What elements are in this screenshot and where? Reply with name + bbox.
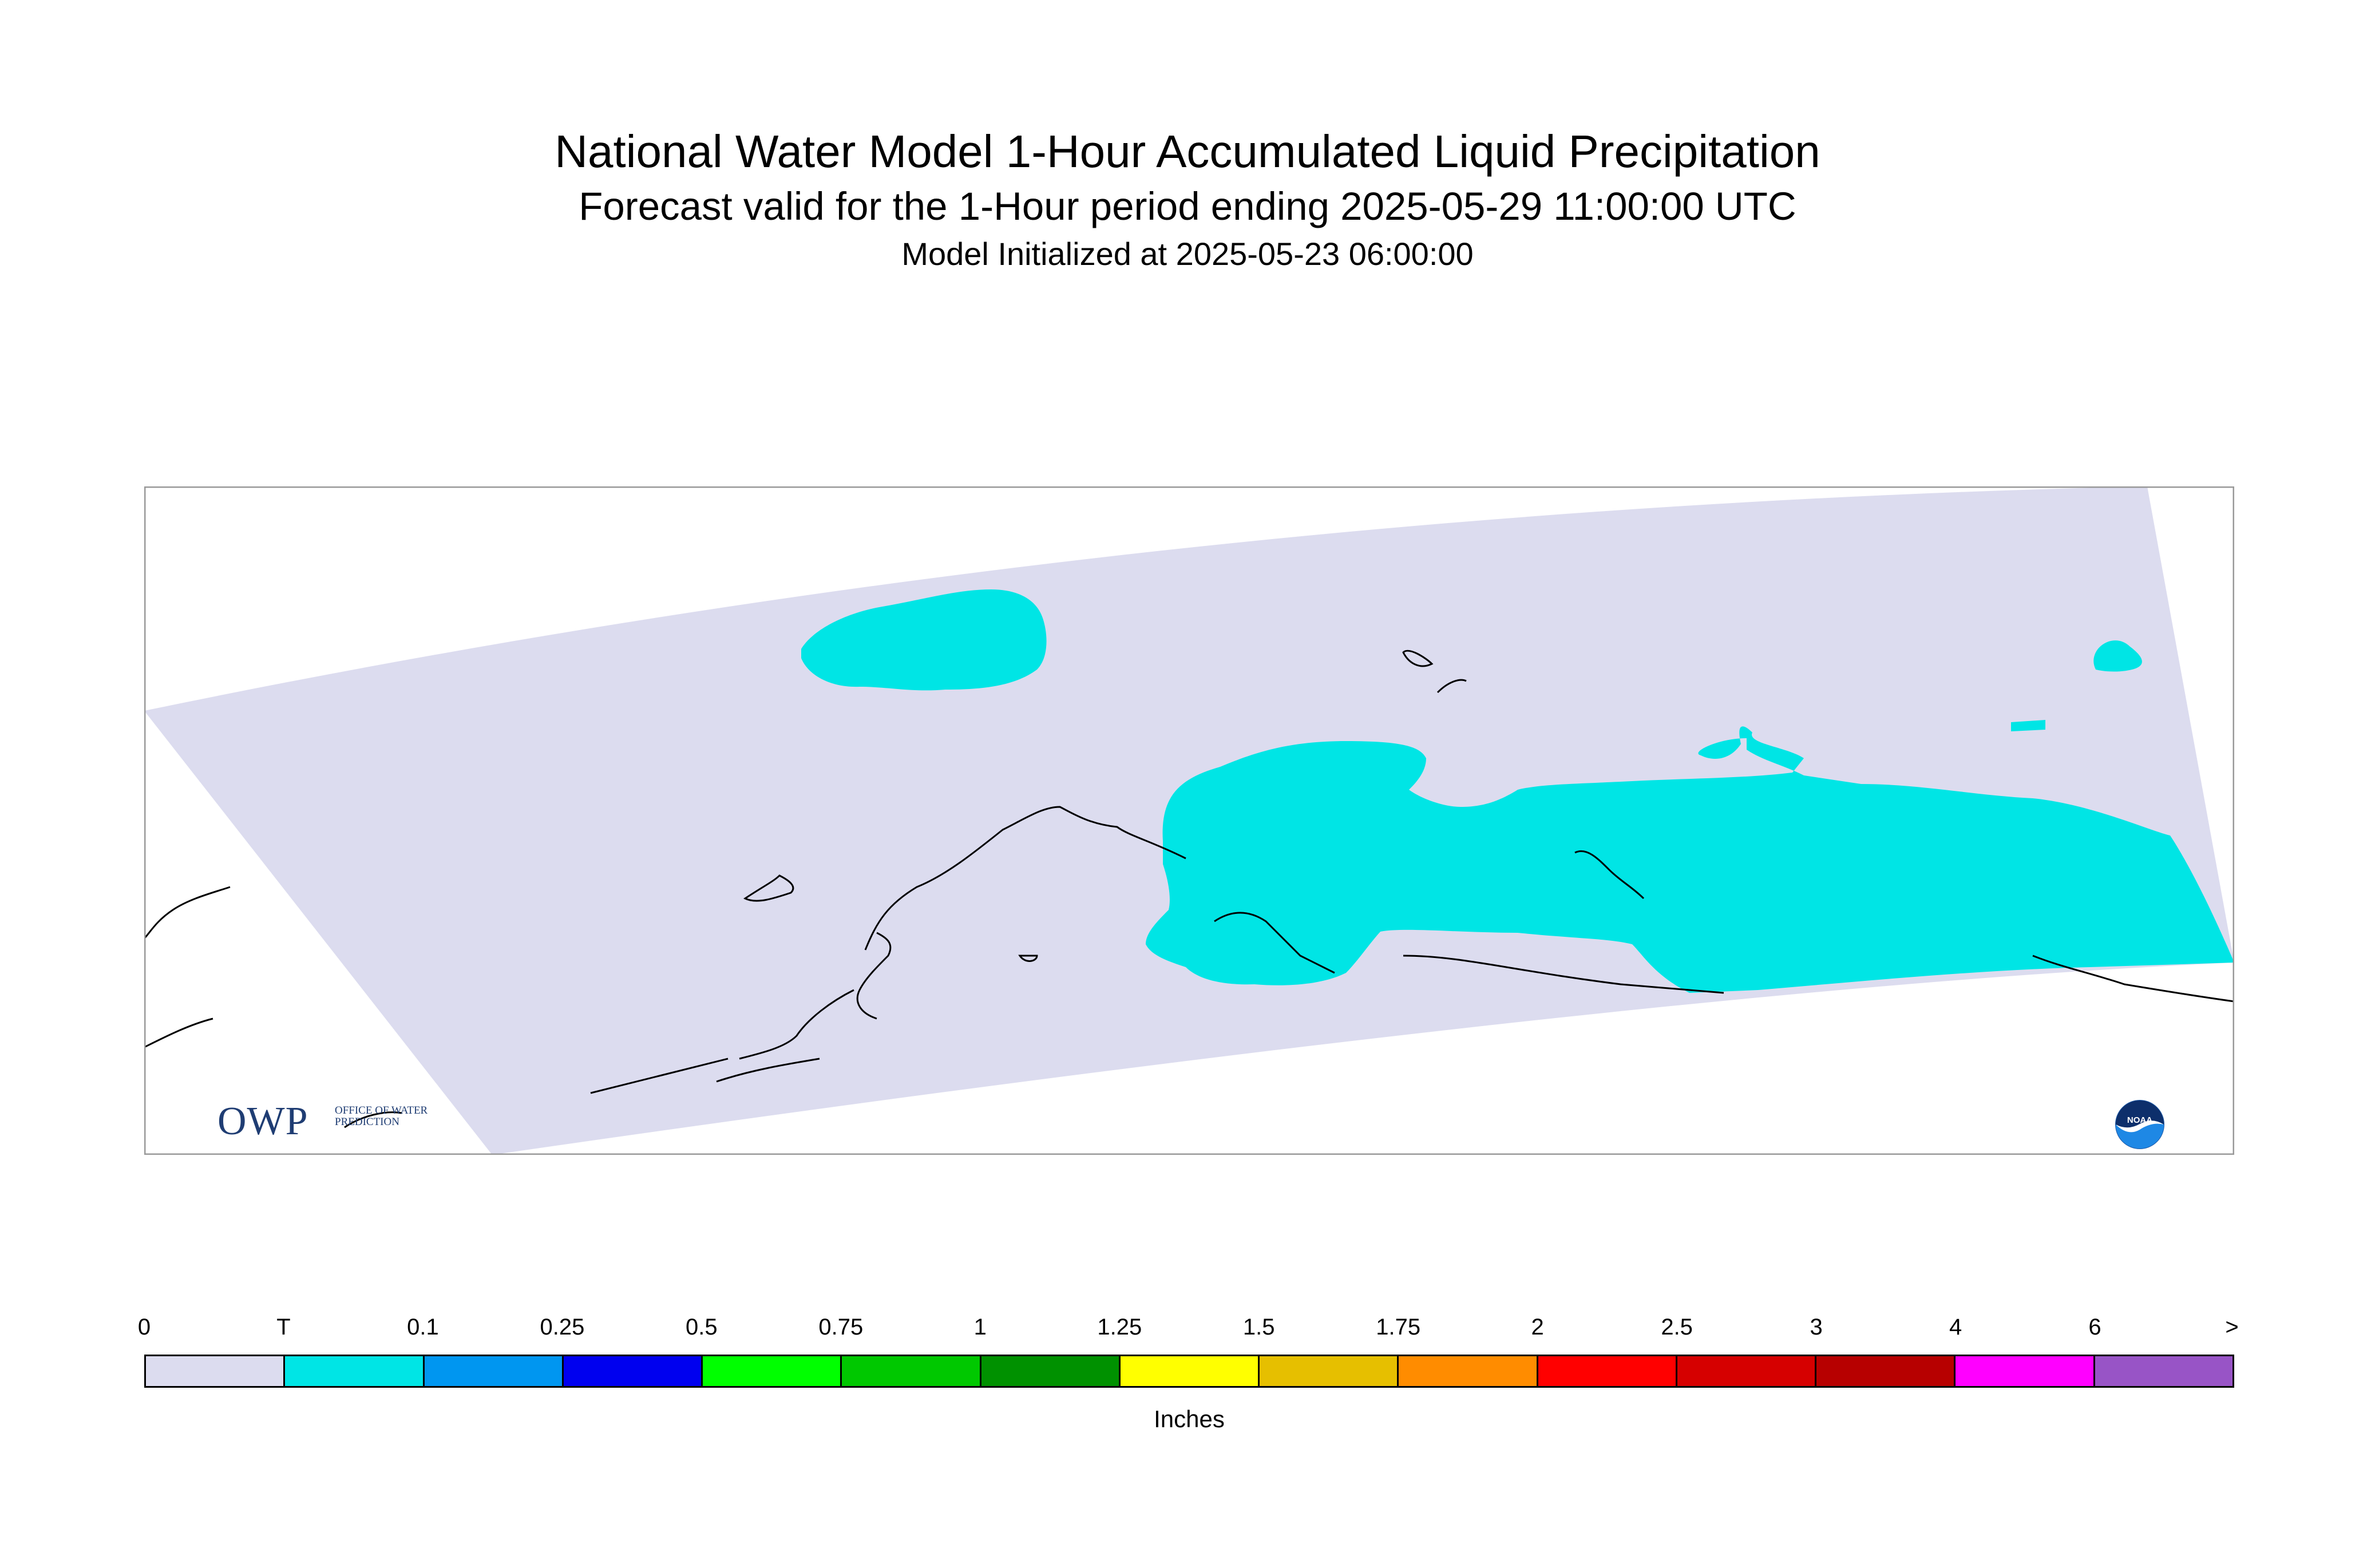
coastline-0 xyxy=(864,806,1186,951)
precip-area-main xyxy=(1146,726,2234,993)
legend-swatch-2 xyxy=(424,1356,564,1386)
coastline-7 xyxy=(1403,955,1724,994)
coastline-2 xyxy=(739,989,854,1060)
coastline-4 xyxy=(743,874,794,902)
legend-swatch-12 xyxy=(1816,1356,1956,1386)
legend-tick-label-3: 0.25 xyxy=(540,1314,585,1340)
coastline-11 xyxy=(2032,955,2234,1003)
legend-swatch-9 xyxy=(1399,1356,1538,1386)
coastline-13 xyxy=(144,1017,213,1048)
legend-swatch-4 xyxy=(703,1356,842,1386)
coastline-12 xyxy=(144,886,231,940)
owp-logo-subtext: OFFICE OF WATER PREDICTION xyxy=(335,1104,428,1128)
owp-logo-letters: OWP xyxy=(217,1099,308,1143)
coastline-3 xyxy=(590,1058,729,1094)
legend-tick-label-0: 0 xyxy=(137,1314,151,1340)
legend-tick-label-1: T xyxy=(276,1314,291,1340)
legend-color-bar xyxy=(144,1355,2234,1388)
legend-swatch-11 xyxy=(1677,1356,1817,1386)
legend-tick-label-15: > xyxy=(2225,1314,2239,1340)
legend-swatch-13 xyxy=(1956,1356,2095,1386)
legend-swatch-8 xyxy=(1260,1356,1399,1386)
noaa-logo-text: NOAA xyxy=(2127,1115,2152,1125)
legend-tick-label-7: 1.25 xyxy=(1097,1314,1142,1340)
forecast-valid-line: Forecast valid for the 1-Hour period end… xyxy=(579,184,1796,228)
legend-swatch-14 xyxy=(2095,1356,2232,1386)
legend-tick-label-4: 0.5 xyxy=(686,1314,718,1340)
legend-tick-label-13: 4 xyxy=(1949,1314,1962,1340)
legend-tick-label-2: 0.1 xyxy=(407,1314,439,1340)
legend-swatch-7 xyxy=(1120,1356,1260,1386)
legend-swatch-5 xyxy=(842,1356,981,1386)
legend-tick-label-5: 0.75 xyxy=(818,1314,864,1340)
precip-area-northeast xyxy=(2093,640,2142,672)
legend-swatch-3 xyxy=(563,1356,703,1386)
legend-swatch-1 xyxy=(285,1356,425,1386)
legend-tick-label-8: 1.5 xyxy=(1242,1314,1275,1340)
legend-tick-label-14: 6 xyxy=(2088,1314,2101,1340)
legend-tick-label-9: 1.75 xyxy=(1376,1314,1421,1340)
coastline-6 xyxy=(1214,912,1335,974)
legend-swatch-0 xyxy=(146,1356,286,1386)
legend-tick-label-11: 2.5 xyxy=(1661,1314,1693,1340)
coastline-1 xyxy=(856,932,892,1020)
color-legend: 0 T 0.1 0.25 0.5 0.75 1 1.25 1.5 1.75 2 2.5 3 4 6 > Inc… xyxy=(138,1313,2239,1445)
precip-area-north xyxy=(801,589,1047,691)
map-title: National Water Model 1-Hour Accumulated … xyxy=(555,126,1820,177)
map-frame-border xyxy=(144,486,2234,1155)
legend-swatch-10 xyxy=(1538,1356,1677,1386)
model-init-line: Model Initialized at 2025-05-23 06:00:00 xyxy=(901,236,1474,272)
legend-swatch-6 xyxy=(981,1356,1121,1386)
coastline-14 xyxy=(344,1111,402,1129)
coastline-8 xyxy=(1574,850,1645,900)
coastline-15 xyxy=(716,1058,820,1083)
noaa-logo: NOAA xyxy=(2115,1100,2164,1149)
coastline-9 xyxy=(1402,650,1434,667)
legend-tick-label-10: 2 xyxy=(1531,1314,1544,1340)
coastline-5 xyxy=(1018,955,1038,962)
legend-tick-label-12: 3 xyxy=(1810,1314,1823,1340)
coastline-10 xyxy=(1436,679,1467,694)
noaa-logo-icon: NOAA xyxy=(2115,1100,2164,1149)
precip-area-small xyxy=(2011,720,2045,731)
legend-tick-label-6: 1 xyxy=(973,1314,987,1340)
legend-units: Inches xyxy=(1154,1405,1225,1432)
map-panel xyxy=(144,486,2234,1155)
map-canvas xyxy=(144,486,2234,1155)
